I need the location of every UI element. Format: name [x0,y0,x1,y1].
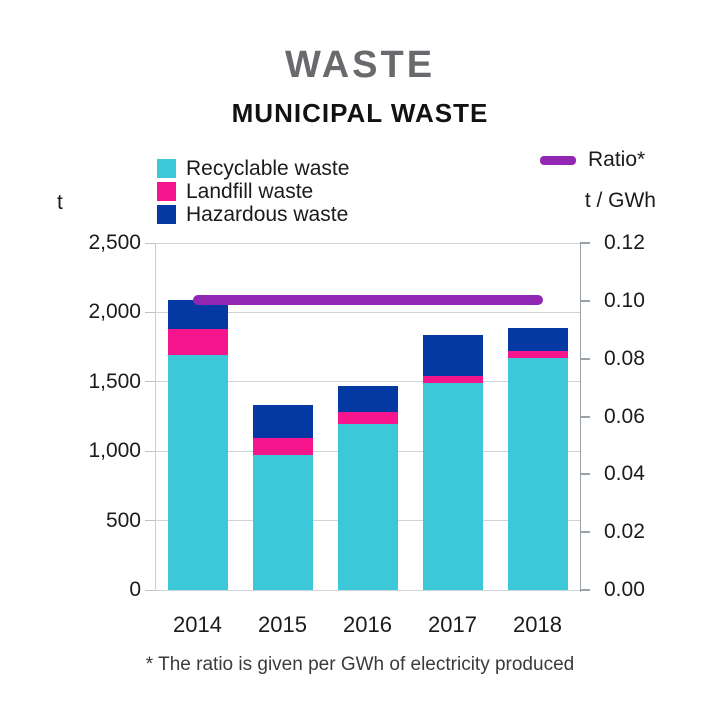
right-axis-tick-label: 0.06 [604,404,645,428]
bar-segment-recyclable-2015 [252,455,313,590]
year-label-2016: 2016 [343,612,392,637]
bar-segment-recyclable-2017 [422,383,483,590]
year-label-2014: 2014 [173,612,222,637]
right-axis-tick-label: 0.08 [604,346,645,370]
bar-segment-hazardous-2017 [422,335,483,377]
ratio-line-swatch [540,155,576,165]
right-axis-unit-label: t / GWh [584,189,656,212]
left-axis-tick-label: 1,500 [88,369,141,393]
bar-segment-hazardous-2015 [252,405,313,439]
landfill-color-swatch [157,182,176,201]
bar-2018 [507,327,568,590]
legend-item-recyclable: Recyclable waste [157,157,349,180]
legend-label-ratio: Ratio* [588,148,646,171]
hazardous-color-swatch [157,205,176,224]
right-axis-tick-label: 0.02 [604,520,645,544]
footnote: * The ratio is given per GWh of electric… [145,654,575,675]
right-axis-tick [580,299,590,302]
chart-subtitle: MUNICIPAL WASTE [231,98,489,128]
bar-segment-landfill-2016 [337,412,398,425]
left-axis-unit-label: t [57,191,63,214]
gridline [155,311,580,313]
legend-item-ratio: Ratio* [540,148,645,172]
right-axis-tick [580,473,590,476]
bar-segment-landfill-2015 [252,438,313,456]
ratio-line [192,294,543,305]
legend-label-landfill: Landfill waste [186,179,314,203]
right-axis-line [580,243,581,592]
left-axis-line [155,243,156,590]
gridline [155,242,580,244]
right-axis-tick [580,415,590,418]
bar-segment-hazardous-2016 [337,385,398,413]
left-axis-tick [145,381,155,383]
bar-segment-recyclable-2014 [167,355,228,590]
bar-segment-hazardous-2018 [507,327,568,352]
gridline [155,589,580,591]
year-label-2017: 2017 [428,612,477,637]
legend: Recyclable waste Landfill waste Hazardou… [157,157,349,226]
gridline [155,381,580,383]
right-axis-tick-label: 0.12 [604,231,645,254]
left-axis-tick [145,450,155,452]
right-axis-tick [580,589,590,591]
left-axis-tick-label: 2,000 [88,300,141,324]
legend-item-hazardous: Hazardous waste [157,203,349,226]
recyclable-color-swatch [157,159,176,178]
left-axis-tick-label: 1,000 [88,439,141,463]
chart-title: WASTE [284,44,436,86]
bar-segment-landfill-2017 [422,376,483,384]
legend-item-landfill: Landfill waste [157,180,349,203]
left-axis-tick [145,589,155,591]
right-axis-tick [580,357,590,360]
bar-segment-recyclable-2016 [337,424,398,590]
right-axis-tick [580,242,590,244]
left-axis-tick [145,311,155,313]
bar-2014 [167,299,228,590]
left-axis-tick [145,520,155,522]
bar-segment-recyclable-2018 [507,358,568,590]
right-axis-tick-label: 0.10 [604,288,645,312]
year-label-2018: 2018 [513,612,562,637]
left-axis-tick [145,242,155,244]
left-axis-tick-label: 500 [105,508,141,532]
bar-2016 [337,385,398,590]
left-axis-tick-label: 0 [129,578,141,601]
bar-segment-landfill-2014 [167,329,228,356]
right-axis-tick-label: 0.04 [604,462,645,486]
bar-segment-landfill-2018 [507,351,568,359]
bar-2017 [422,335,483,590]
right-axis-tick-label: 0.00 [604,578,645,601]
right-axis-tick [580,531,590,534]
bar-2015 [252,405,313,590]
legend-label-recyclable: Recyclable waste [186,156,350,180]
legend-label-hazardous: Hazardous waste [186,202,349,226]
year-label-2015: 2015 [258,612,307,637]
left-axis-tick-label: 2,500 [88,231,141,254]
